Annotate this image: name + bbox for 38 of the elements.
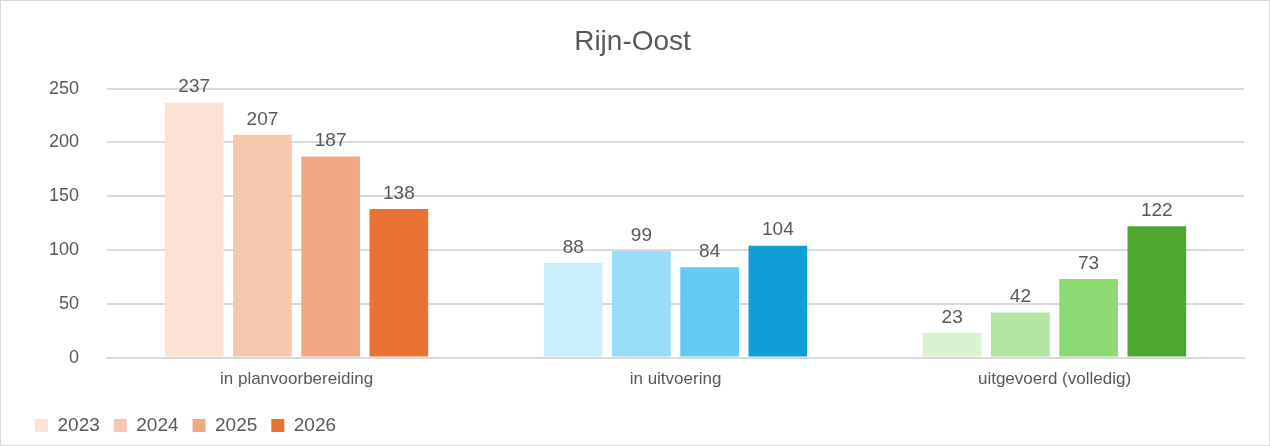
bar bbox=[922, 332, 982, 357]
bar bbox=[233, 134, 292, 357]
bar bbox=[612, 251, 671, 357]
bar bbox=[748, 245, 808, 357]
bar bbox=[301, 156, 360, 357]
data-label: 237 bbox=[178, 75, 211, 97]
legend-label: 2026 bbox=[293, 413, 337, 435]
data-label: 73 bbox=[1078, 251, 1100, 273]
y-tick-label: 100 bbox=[48, 238, 80, 259]
x-tick-label: in uitvoering bbox=[629, 369, 722, 389]
x-tick-label: uitgevoerd (volledig) bbox=[977, 369, 1132, 389]
data-label: 84 bbox=[699, 239, 721, 261]
data-label: 187 bbox=[314, 129, 347, 151]
data-label: 207 bbox=[246, 107, 279, 129]
data-label: 99 bbox=[630, 223, 652, 245]
bar bbox=[1059, 279, 1118, 357]
bar bbox=[991, 312, 1050, 357]
y-tick-label: 0 bbox=[69, 346, 80, 367]
legend-label: 2025 bbox=[215, 413, 258, 435]
x-tick-label: in planvoorbereiding bbox=[219, 369, 374, 389]
data-label: 104 bbox=[761, 218, 795, 240]
bar bbox=[164, 102, 224, 357]
y-tick-label: 150 bbox=[48, 185, 80, 206]
bar bbox=[543, 262, 603, 357]
legend-label: 2024 bbox=[136, 413, 179, 435]
bar bbox=[680, 267, 739, 357]
data-label: 42 bbox=[1009, 285, 1031, 307]
data-label: 88 bbox=[562, 235, 584, 257]
chart-title: Rijn-Oost bbox=[574, 24, 692, 56]
y-tick-label: 50 bbox=[59, 292, 80, 313]
y-tick-label: 250 bbox=[48, 77, 80, 98]
data-label: 122 bbox=[1140, 199, 1173, 221]
bar bbox=[1127, 226, 1187, 357]
y-tick-label: 200 bbox=[48, 131, 80, 152]
data-label: 138 bbox=[383, 181, 415, 203]
data-label: 23 bbox=[941, 305, 963, 327]
legend-label: 2023 bbox=[57, 413, 100, 435]
bar bbox=[369, 209, 429, 357]
